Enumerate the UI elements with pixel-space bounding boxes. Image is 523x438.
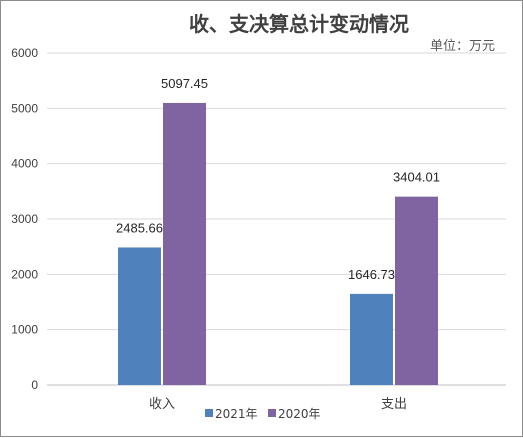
y-tick-label: 1000 bbox=[11, 323, 38, 337]
x-category-label: 收入 bbox=[149, 397, 175, 412]
legend-label: 2021年 bbox=[215, 407, 258, 421]
bar bbox=[118, 247, 161, 385]
x-category-label: 支出 bbox=[381, 397, 407, 412]
unit-label: 单位：万元 bbox=[430, 39, 495, 54]
legend-label: 2020年 bbox=[278, 407, 321, 421]
bar bbox=[395, 196, 438, 385]
chart-title: 收、支决算总计变动情况 bbox=[189, 12, 409, 36]
y-tick-label: 3000 bbox=[11, 212, 38, 226]
y-axis-ticks: 0 1000 2000 3000 4000 5000 6000 bbox=[11, 46, 38, 392]
data-labels: 2485.66 5097.45 1646.73 3404.01 bbox=[116, 76, 440, 282]
y-tick-label: 2000 bbox=[11, 267, 38, 281]
data-label: 3404.01 bbox=[393, 170, 440, 185]
data-label: 1646.73 bbox=[348, 267, 395, 282]
bars bbox=[118, 102, 438, 385]
legend-swatch bbox=[205, 409, 213, 417]
y-tick-label: 5000 bbox=[11, 101, 38, 115]
y-tick-label: 4000 bbox=[11, 157, 38, 171]
x-axis-categories: 收入 支出 bbox=[149, 397, 407, 412]
data-label: 5097.45 bbox=[161, 76, 208, 91]
y-tick-label: 0 bbox=[31, 378, 38, 392]
legend: 2021年 2020年 bbox=[205, 407, 321, 421]
legend-swatch bbox=[268, 409, 276, 417]
bar bbox=[163, 102, 206, 385]
bar bbox=[350, 293, 393, 385]
y-tick-label: 6000 bbox=[11, 46, 38, 60]
data-label: 2485.66 bbox=[116, 220, 163, 235]
